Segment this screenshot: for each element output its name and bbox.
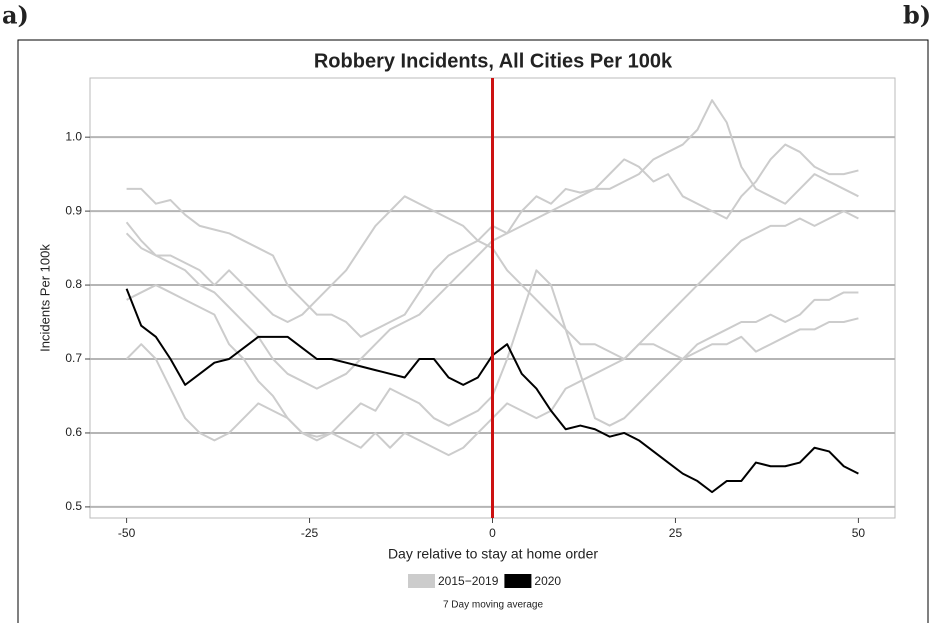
legend-label: 2015−2019 [438, 574, 499, 588]
y-tick-label: 0.9 [65, 203, 82, 217]
y-tick-label: 0.8 [65, 277, 82, 291]
y-tick-label: 0.7 [65, 351, 82, 365]
x-tick-label: 0 [489, 526, 496, 540]
x-axis-label: Day relative to stay at home order [388, 546, 598, 562]
legend-label: 2020 [534, 574, 561, 588]
y-tick-label: 0.6 [65, 425, 82, 439]
panel-label: b) [903, 1, 930, 30]
x-tick-label: 25 [669, 526, 683, 540]
x-tick-label: -25 [301, 526, 319, 540]
annotation: 7 Day moving average [443, 600, 543, 611]
y-tick-label: 1.0 [65, 129, 82, 143]
panel-label: a) [2, 1, 29, 30]
legend-swatch [408, 574, 435, 588]
x-tick-label: 50 [852, 526, 866, 540]
chart-title: Robbery Incidents, All Cities Per 100k [314, 50, 673, 72]
panel-frame [17, 39, 929, 623]
y-tick-label: 0.5 [65, 499, 82, 513]
x-tick-label: -50 [118, 526, 136, 540]
y-axis-label: Incidents Per 100k [37, 244, 52, 352]
legend-swatch [504, 574, 532, 588]
